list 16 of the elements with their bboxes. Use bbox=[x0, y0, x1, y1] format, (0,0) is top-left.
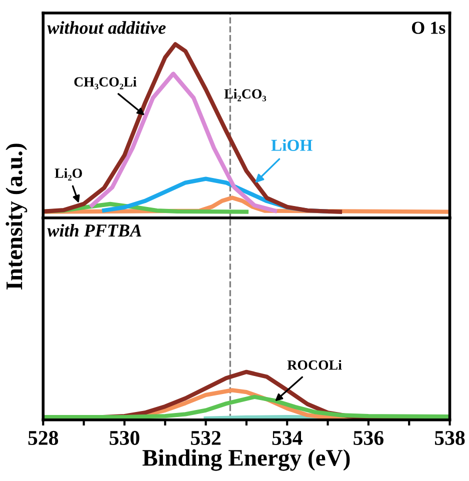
text: with PFTBA bbox=[47, 224, 142, 237]
text: without additive bbox=[47, 21, 166, 34]
x-tick-label: 536 bbox=[354, 430, 384, 445]
x-tick-label: 534 bbox=[272, 430, 302, 445]
annotation: LiOH bbox=[271, 139, 312, 151]
text: O 1s bbox=[412, 22, 446, 34]
annotation: ROCOLi bbox=[287, 360, 342, 370]
x-tick-label: 532 bbox=[191, 430, 221, 445]
annotation: CH₃CO₂Li bbox=[74, 76, 137, 90]
annotation: Li₂CO₃ bbox=[224, 88, 266, 102]
x-tick-label: 528 bbox=[28, 430, 58, 445]
x-tick-label: 538 bbox=[434, 430, 465, 445]
x-axis-title: Binding Energy (eV) bbox=[142, 449, 350, 471]
x-tick-label: 530 bbox=[110, 430, 140, 445]
annotation: Li₂O bbox=[54, 168, 82, 181]
y-axis-title: Intensity (a.u.) bbox=[6, 144, 28, 290]
